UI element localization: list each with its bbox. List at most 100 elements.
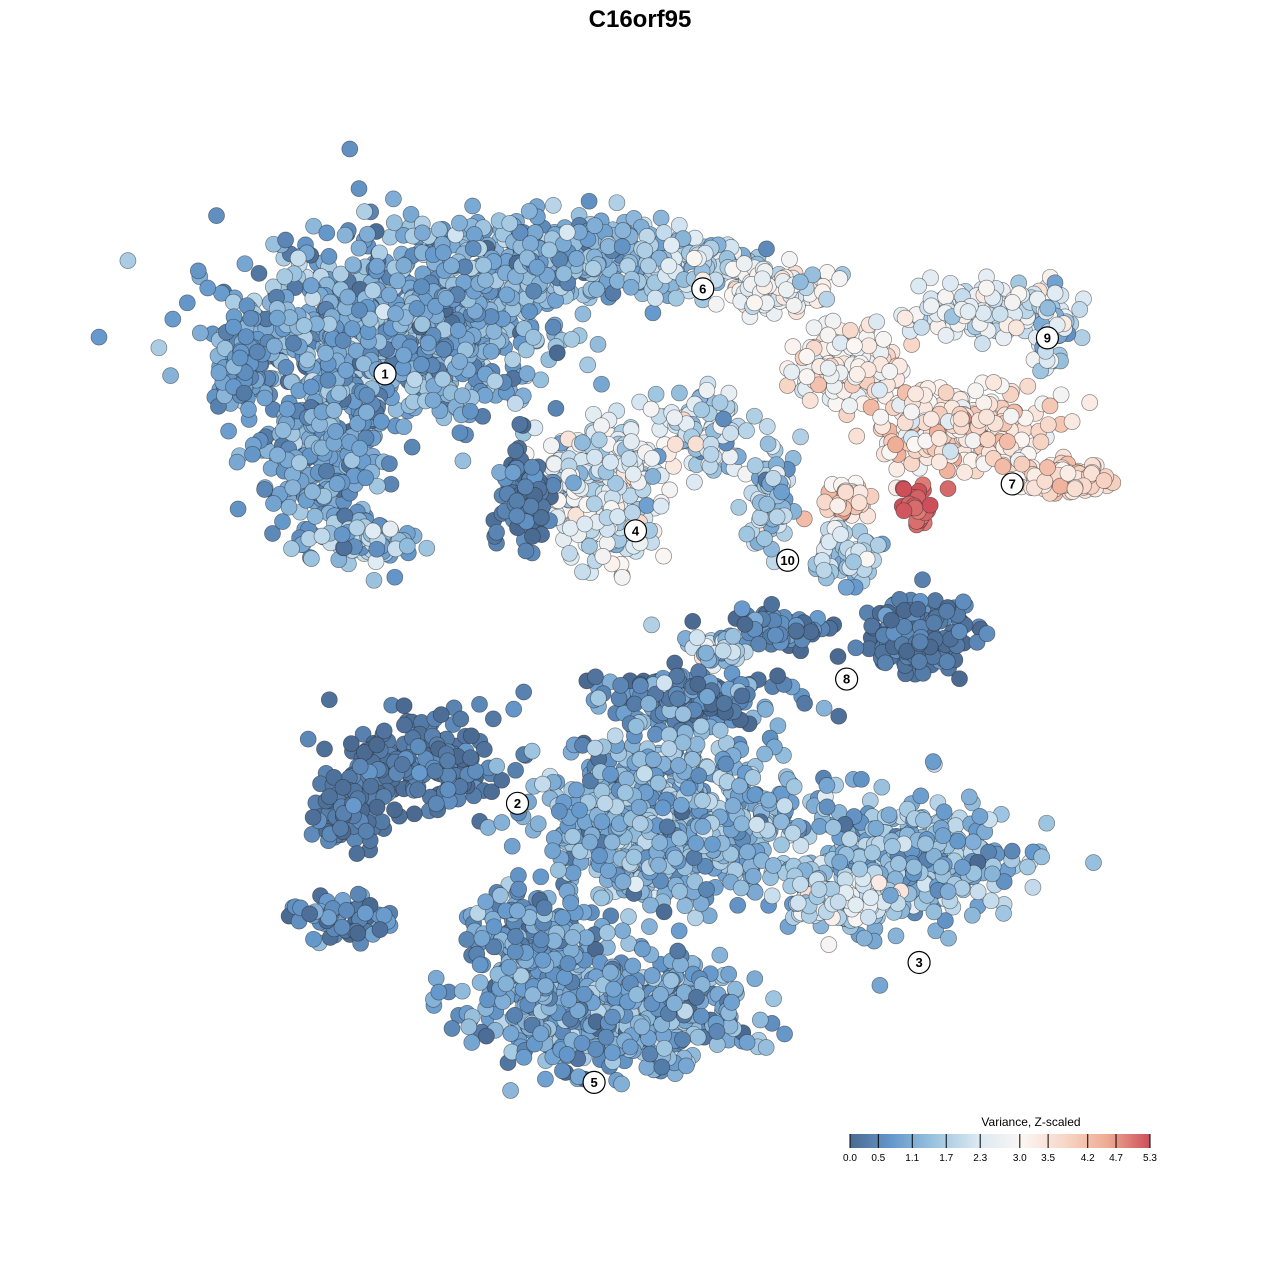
cell-point bbox=[564, 828, 582, 845]
cell-point bbox=[581, 833, 599, 851]
cell-point bbox=[334, 332, 352, 349]
cell-point bbox=[655, 547, 672, 565]
cell-point bbox=[305, 930, 322, 948]
cell-point bbox=[358, 403, 375, 421]
cell-point bbox=[692, 717, 710, 735]
cell-point bbox=[579, 356, 597, 374]
cell-point bbox=[593, 889, 610, 907]
cell-point bbox=[547, 400, 565, 417]
cell-point bbox=[938, 602, 956, 620]
cell-point bbox=[565, 474, 582, 492]
cell-point bbox=[704, 835, 721, 853]
cell-point bbox=[295, 317, 313, 334]
cell-point bbox=[568, 781, 585, 799]
cell-point bbox=[630, 798, 648, 816]
cell-point bbox=[493, 771, 511, 789]
cell-point bbox=[320, 691, 338, 709]
cell-point bbox=[320, 248, 338, 265]
cell-point bbox=[714, 642, 732, 660]
cell-point bbox=[385, 214, 403, 232]
cell-point bbox=[280, 498, 298, 516]
cell-point bbox=[498, 286, 516, 304]
cell-point bbox=[574, 434, 591, 451]
cell-point bbox=[596, 795, 614, 812]
cell-point bbox=[371, 921, 389, 938]
cell-point bbox=[199, 279, 217, 297]
cell-point bbox=[585, 495, 603, 513]
cell-point bbox=[453, 387, 471, 405]
cell-point bbox=[524, 328, 542, 346]
cell-point bbox=[90, 328, 108, 346]
cell-point bbox=[461, 402, 479, 420]
cell-point bbox=[432, 706, 450, 723]
cell-point bbox=[613, 238, 631, 255]
cell-point bbox=[896, 309, 914, 327]
cell-point bbox=[507, 442, 524, 460]
cell-point bbox=[464, 197, 481, 215]
cell-point bbox=[299, 730, 317, 748]
cell-point bbox=[1095, 472, 1113, 489]
cell-point bbox=[785, 778, 803, 796]
cell-point bbox=[333, 918, 351, 936]
cell-point bbox=[344, 256, 362, 274]
cell-point bbox=[746, 883, 764, 901]
cell-point bbox=[659, 818, 676, 836]
cell-point bbox=[248, 343, 266, 361]
cell-point bbox=[1039, 299, 1057, 317]
cell-point bbox=[846, 337, 863, 355]
cell-point bbox=[722, 424, 739, 442]
cell-point bbox=[406, 371, 423, 388]
cell-point bbox=[434, 370, 452, 388]
cell-point bbox=[733, 687, 751, 705]
cell-point bbox=[763, 595, 781, 613]
cell-point bbox=[925, 614, 943, 632]
cell-point bbox=[773, 483, 790, 501]
cell-point bbox=[882, 611, 900, 629]
cell-point bbox=[548, 344, 566, 362]
cell-point bbox=[256, 389, 274, 407]
cell-point bbox=[1046, 284, 1064, 302]
cell-point bbox=[985, 374, 1002, 391]
cell-point bbox=[1032, 433, 1050, 451]
cell-point bbox=[191, 324, 209, 342]
cell-point bbox=[564, 864, 582, 882]
cell-point bbox=[449, 321, 467, 339]
cell-point bbox=[304, 808, 322, 826]
cell-point bbox=[1073, 329, 1091, 347]
cell-point bbox=[561, 544, 578, 562]
cell-point bbox=[593, 813, 611, 831]
cell-point bbox=[991, 305, 1009, 323]
cell-point bbox=[641, 918, 658, 935]
cell-point bbox=[832, 526, 849, 543]
cell-point bbox=[386, 568, 404, 586]
cell-point bbox=[913, 318, 930, 336]
cell-point bbox=[507, 761, 524, 779]
cell-point bbox=[631, 677, 649, 694]
cell-point bbox=[332, 265, 350, 283]
cell-point bbox=[1041, 397, 1059, 415]
cell-point bbox=[488, 523, 505, 541]
cell-point bbox=[798, 348, 816, 365]
cell-point bbox=[424, 391, 442, 409]
cell-point bbox=[671, 384, 688, 402]
cell-point bbox=[1059, 464, 1077, 482]
cell-point bbox=[534, 775, 551, 793]
cell-point bbox=[493, 814, 511, 831]
cell-point bbox=[758, 240, 775, 258]
cell-point bbox=[504, 464, 522, 481]
cell-point bbox=[689, 675, 707, 693]
cell-point bbox=[359, 225, 376, 243]
cell-point bbox=[389, 272, 406, 290]
cell-point bbox=[841, 397, 858, 415]
cell-point bbox=[395, 346, 413, 364]
scatter-points bbox=[90, 140, 1122, 1099]
cell-point bbox=[349, 924, 367, 942]
cell-point bbox=[364, 282, 382, 300]
cell-point bbox=[265, 495, 282, 512]
cell-point bbox=[688, 629, 706, 646]
cell-point bbox=[791, 273, 809, 291]
cell-point bbox=[544, 197, 562, 214]
cell-point bbox=[674, 734, 692, 752]
cell-point bbox=[831, 270, 849, 287]
cell-point bbox=[733, 600, 751, 618]
